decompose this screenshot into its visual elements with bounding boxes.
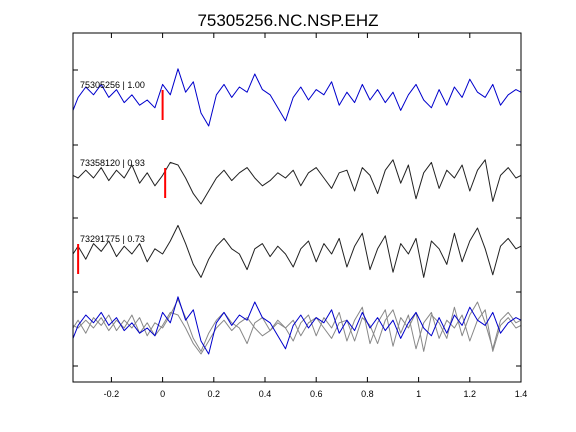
trace-group: 75305256 | 1.00 73358120 | 0.93 73291775 |… — [72, 68, 522, 355]
trace-line-3 — [72, 224, 522, 278]
x-tick-label: 0.8 — [361, 389, 374, 399]
x-tick-label: 1.2 — [464, 389, 477, 399]
trace-label-2: 73358120 | 0.93 — [80, 158, 145, 168]
x-tick-label: 0.2 — [208, 389, 221, 399]
x-tick-label: 0.6 — [310, 389, 323, 399]
trace-line-5 — [72, 309, 522, 355]
x-tick-label: 0.4 — [259, 389, 272, 399]
x-tick-label: 0 — [160, 389, 165, 399]
chart-title: 75305256.NC.NSP.EHZ — [197, 11, 378, 30]
trace-line-4 — [72, 296, 522, 355]
axis-group: -0.2 0 0.2 0.4 0.6 0.8 1 1.2 1.4 — [73, 33, 527, 399]
trace-line-1 — [72, 68, 522, 127]
trace-label-3: 73291775 | 0.73 — [80, 234, 145, 244]
trace-line-2 — [72, 159, 522, 205]
plot-frame — [72, 32, 522, 383]
x-tick-label: 1 — [416, 389, 421, 399]
x-tick-label: -0.2 — [104, 389, 120, 399]
trace-line-6 — [72, 298, 522, 352]
x-tick-label: 1.4 — [515, 389, 528, 399]
trace-label-1: 75305256 | 1.00 — [80, 80, 145, 90]
